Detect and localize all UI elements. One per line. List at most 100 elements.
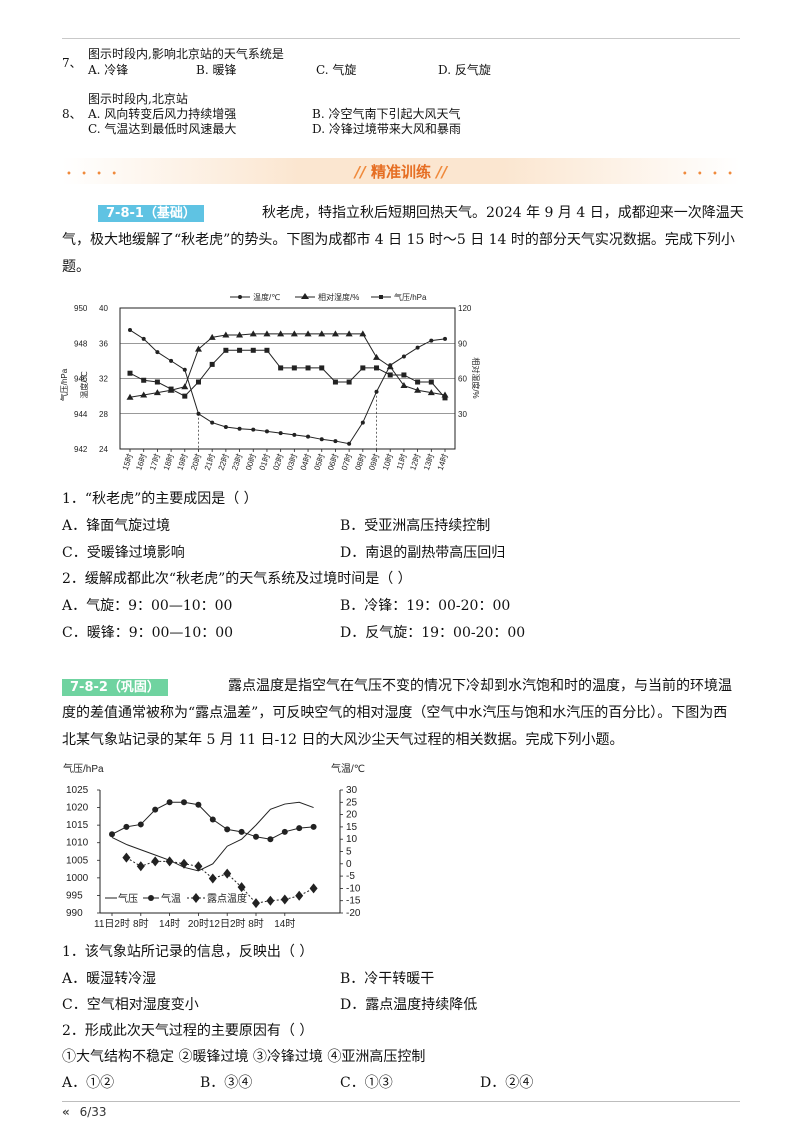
chart1-point-humidity — [222, 331, 230, 338]
chart1-point-humidity — [208, 333, 216, 340]
chart1-point-humidity — [194, 345, 202, 352]
chart1-point-temp — [169, 358, 174, 363]
sec2-q2-option-a: A．①② — [62, 1075, 115, 1091]
chart1-point-temp — [347, 441, 352, 446]
chart2: 气压/hPa 气温/℃ 9909951000100510101015102010… — [63, 762, 365, 930]
chart2-ytick-temp: 10 — [346, 834, 358, 845]
chart2-ytick-temp: 15 — [346, 822, 358, 833]
chart2-xtick-label: 8时 — [133, 918, 149, 930]
chart2-ytick-temp: 30 — [346, 785, 358, 796]
chart1-point-temp — [251, 427, 256, 432]
chart1-point-pressure — [428, 379, 434, 385]
chart2-ylabel-pressure: 气压/hPa — [63, 762, 104, 775]
chart1-ylabel-humidity: 相对湿度/% — [471, 357, 481, 398]
chart1-xtick-label: 22时 — [216, 452, 231, 471]
chart1-point-pressure — [291, 365, 297, 371]
q7-number: 7、 — [62, 56, 82, 70]
chart1-point-humidity — [126, 393, 134, 400]
chart1-point-pressure — [141, 377, 147, 383]
q8-stem: 图示时段内,北京站 — [88, 92, 188, 106]
section2-intro-1: 露点温度是指空气在气压不变的情况下冷却到水汽饱和时的温度，与当前的环境温 — [228, 678, 732, 694]
chart2-ytick-pressure: 990 — [66, 908, 83, 919]
chart1-point-pressure — [195, 379, 201, 385]
chart1-ytick-humidity: 120 — [458, 304, 472, 313]
chart2-point-temp — [166, 799, 173, 806]
chart1-ytick-temp: 36 — [99, 339, 108, 348]
banner-title: 精准训练 — [370, 163, 431, 181]
chart1-point-humidity — [400, 382, 408, 389]
section1-intro-1: 秋老虎，特指立秋后短期回热天气。2024 年 9 月 4 日，成都迎来一次降温天 — [262, 205, 744, 221]
chart1-xtick-label: 00时 — [243, 452, 258, 471]
chart2-point-temp — [267, 836, 274, 843]
chart1-point-temp — [141, 336, 146, 341]
sec1-q1-option-c: C．受暖锋过境影响 — [62, 545, 185, 561]
sec1-q1-option-a: A．锋面气旋过境 — [62, 518, 171, 534]
chart1-xtick-label: 18时 — [161, 452, 176, 471]
section1-intro-3: 题。 — [62, 259, 90, 275]
q7-option-c: C. 气旋 — [316, 63, 357, 77]
chart1-point-humidity — [236, 331, 244, 338]
chart2-line-pressure — [111, 801, 314, 872]
chart1-point-temp — [429, 338, 434, 343]
chart2-point-dewpoint — [223, 868, 232, 879]
chart2-ytick-pressure: 1010 — [66, 838, 89, 849]
chart1-point-temp — [264, 429, 269, 434]
chart1-ytick-humidity: 90 — [458, 339, 467, 348]
chart1-ytick-temp: 32 — [99, 375, 108, 384]
chart1-point-pressure — [305, 365, 311, 371]
q7-option-d: D. 反气旋 — [438, 63, 491, 77]
chart2-xtick-label: 8时 — [248, 918, 264, 930]
chart1-ytick-pressure: 944 — [74, 410, 88, 419]
chart1-line-pressure — [129, 349, 446, 399]
q8-option-d: D. 冷锋过境带来大风和暴雨 — [312, 122, 461, 136]
banner-dots-left: • • • • — [66, 169, 121, 180]
chart2-point-dewpoint — [180, 858, 188, 869]
chart1-ytick-pressure: 950 — [74, 304, 88, 313]
chart1-point-temp — [196, 411, 201, 416]
chart2-xtick-label: 20时 — [188, 918, 209, 930]
chart2-ytick-pressure: 1005 — [66, 855, 89, 866]
sec2-q2-option-b: B．③④ — [200, 1075, 253, 1091]
q8-option-a: A. 风向转变后风力持续增强 — [88, 107, 237, 121]
chart1-point-humidity — [359, 330, 367, 337]
chart1-point-temp — [306, 434, 311, 439]
chart2-xtick-label: 14时 — [159, 918, 180, 930]
chart1-xtick-label: 07时 — [339, 452, 354, 471]
chart1-point-pressure — [278, 365, 284, 371]
footer: « 6/33 — [62, 1105, 107, 1119]
q8-number: 8、 — [62, 107, 82, 121]
chart1-point-humidity — [277, 330, 285, 337]
chart2-ytick-temp: 0 — [346, 859, 352, 870]
banner-dots-right: • • • • — [681, 169, 736, 180]
chart1-xtick-label: 15时 — [120, 452, 135, 471]
chart2-point-temp — [195, 801, 202, 808]
chart1-point-pressure — [360, 365, 366, 371]
chart2-ytick-temp: 5 — [346, 847, 352, 858]
chart2-ytick-temp: -10 — [346, 883, 361, 894]
chart2-legend-temp: 气温 — [161, 892, 181, 905]
chart2-ytick-temp: -20 — [346, 908, 361, 919]
chart1-point-temp — [278, 431, 283, 436]
chart2-legend: 气压 气温 露点温度 — [105, 892, 247, 905]
chart2-xtick-label: 12日2时 — [209, 918, 246, 930]
chart2-point-dewpoint — [266, 895, 275, 906]
chart1-xtick-label: 10时 — [380, 452, 395, 471]
chart1-point-humidity — [153, 389, 161, 396]
chart1-point-pressure — [319, 365, 325, 371]
chart1-xtick-label: 01时 — [257, 452, 272, 471]
chart1-ylabel-pressure: 气压/hPa — [59, 368, 69, 401]
chart2-point-dewpoint — [208, 873, 217, 884]
chart1-point-pressure — [401, 372, 407, 378]
sec2-q2-choices: ①大气结构不稳定 ②暖锋过境 ③冷锋过境 ④亚洲高压控制 — [62, 1049, 426, 1065]
sec1-q2-option-a: A．气旋：9：00—10：00 — [62, 598, 233, 614]
chart2-point-temp — [123, 823, 130, 830]
chart1-xtick-label: 13时 — [421, 452, 436, 471]
chart1-legend-temp: 温度/℃ — [253, 292, 280, 302]
chart1-point-temp — [210, 420, 215, 425]
chart1-ytick-temp: 40 — [99, 304, 108, 313]
sec2-q1-option-c: C．空气相对湿度变小 — [62, 997, 199, 1013]
chart1-point-pressure — [168, 386, 174, 392]
chart2-xtick-label: 14时 — [274, 918, 295, 930]
chart2-point-dewpoint — [136, 861, 145, 872]
chart1-point-pressure — [332, 379, 338, 385]
